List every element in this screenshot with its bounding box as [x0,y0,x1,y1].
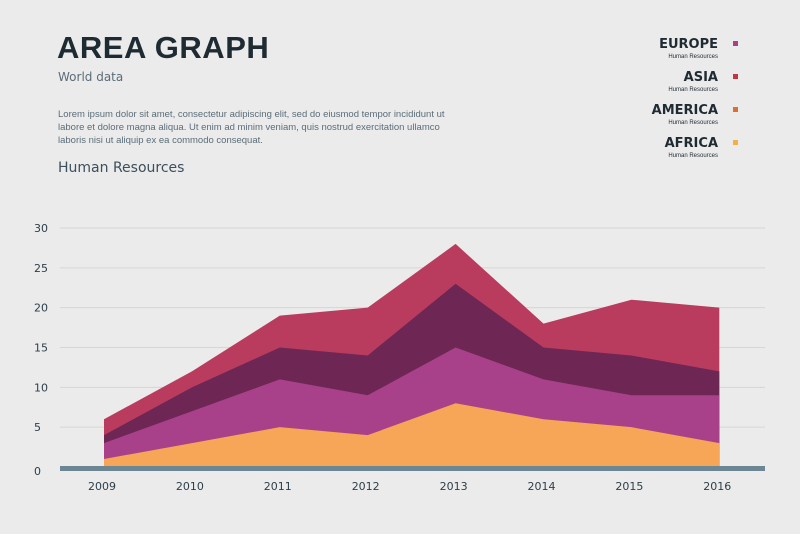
legend-sublabel: Human Resources [668,153,718,159]
description-text: Lorem ipsum dolor sit amet, consectetur … [58,109,445,146]
area-series-0 [104,403,720,467]
x-tick-label: 2014 [528,480,556,493]
x-tick-label: 2010 [176,480,204,493]
x-tick-label: 2013 [440,480,468,493]
y-tick-label: 25 [34,262,48,275]
legend-item-america: AMERICA Human Resources [558,102,738,135]
legend-swatch [733,140,738,145]
legend-label: EUROPE [659,37,718,52]
legend-swatch [733,107,738,112]
legend-swatch [733,41,738,46]
x-tick-label: 2015 [615,480,643,493]
legend-sublabel: Human Resources [668,54,718,60]
chart-title: Human Resources [58,160,185,176]
x-tick-label: 2009 [88,480,116,493]
y-tick-label: 20 [34,302,48,315]
legend-label: AMERICA [651,103,718,118]
legend-item-europe: EUROPE Human Resources [558,36,738,69]
x-tick-label: 2012 [352,480,380,493]
legend: EUROPE Human Resources ASIA Human Resour… [558,36,738,168]
x-tick-label: 2016 [703,480,731,493]
legend-sublabel: Human Resources [668,120,718,126]
y-tick-label: 10 [34,381,48,394]
y-tick-label: 15 [34,342,48,355]
legend-item-asia: ASIA Human Resources [558,69,738,102]
x-axis-baseline [60,466,765,471]
x-tick-label: 2011 [264,480,292,493]
legend-swatch [733,74,738,79]
page-title: AREA GRAPH [57,30,270,65]
page-subtitle: World data [58,70,124,84]
y-tick-label: 0 [34,465,41,478]
legend-item-africa: AFRICA Human Resources [558,135,738,168]
legend-label: AFRICA [664,136,718,151]
y-tick-label: 30 [34,222,48,235]
legend-sublabel: Human Resources [668,87,718,93]
y-tick-label: 5 [34,421,41,434]
legend-label: ASIA [683,70,718,85]
